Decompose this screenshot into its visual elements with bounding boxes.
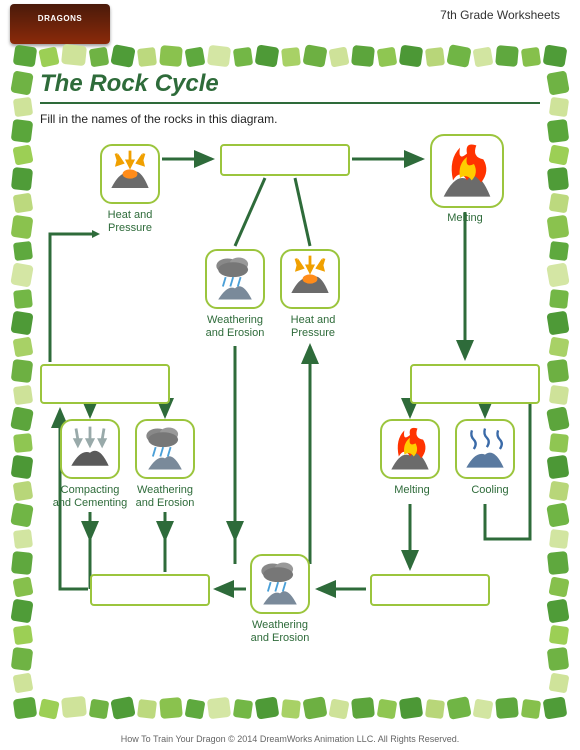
compact-icon [60, 419, 120, 479]
page-title: The Rock Cycle [40, 70, 540, 104]
melting-label: Melting [425, 212, 505, 225]
rock-cycle-diagram: Heat andPressure Melting Weatheringand [40, 134, 540, 674]
fire-icon-2 [380, 419, 440, 479]
brand-logo: DRAGONS [10, 4, 110, 44]
weathering-label-3: Weatheringand Erosion [240, 619, 320, 644]
blank-mid-left[interactable] [40, 364, 170, 404]
cooling-label: Cooling [450, 484, 530, 497]
heat-pressure-label: Heat andPressure [90, 209, 170, 234]
melting-label-2: Melting [372, 484, 452, 497]
blank-bot-left[interactable] [90, 574, 210, 606]
blank-bot-right[interactable] [370, 574, 490, 606]
grade-label: 7th Grade Worksheets [440, 4, 560, 22]
cloud-rain-icon-2 [135, 419, 195, 479]
copyright-footer: How To Train Your Dragon © 2014 DreamWor… [0, 734, 580, 744]
instructions-text: Fill in the names of the rocks in this d… [40, 112, 540, 126]
cloud-rain-icon [205, 249, 265, 309]
blank-mid-right[interactable] [410, 364, 540, 404]
compacting-label: Compactingand Cementing [45, 484, 135, 509]
blank-top-center[interactable] [220, 144, 350, 176]
weathering-label-2: Weatheringand Erosion [125, 484, 205, 509]
heat-pressure-icon-2 [280, 249, 340, 309]
heat-pressure-label-2: Heat andPressure [273, 314, 353, 339]
heat-pressure-icon [100, 144, 160, 204]
weathering-label-1: Weatheringand Erosion [195, 314, 275, 339]
fire-icon [430, 134, 504, 208]
cooling-icon [455, 419, 515, 479]
cloud-rain-icon-3 [250, 554, 310, 614]
